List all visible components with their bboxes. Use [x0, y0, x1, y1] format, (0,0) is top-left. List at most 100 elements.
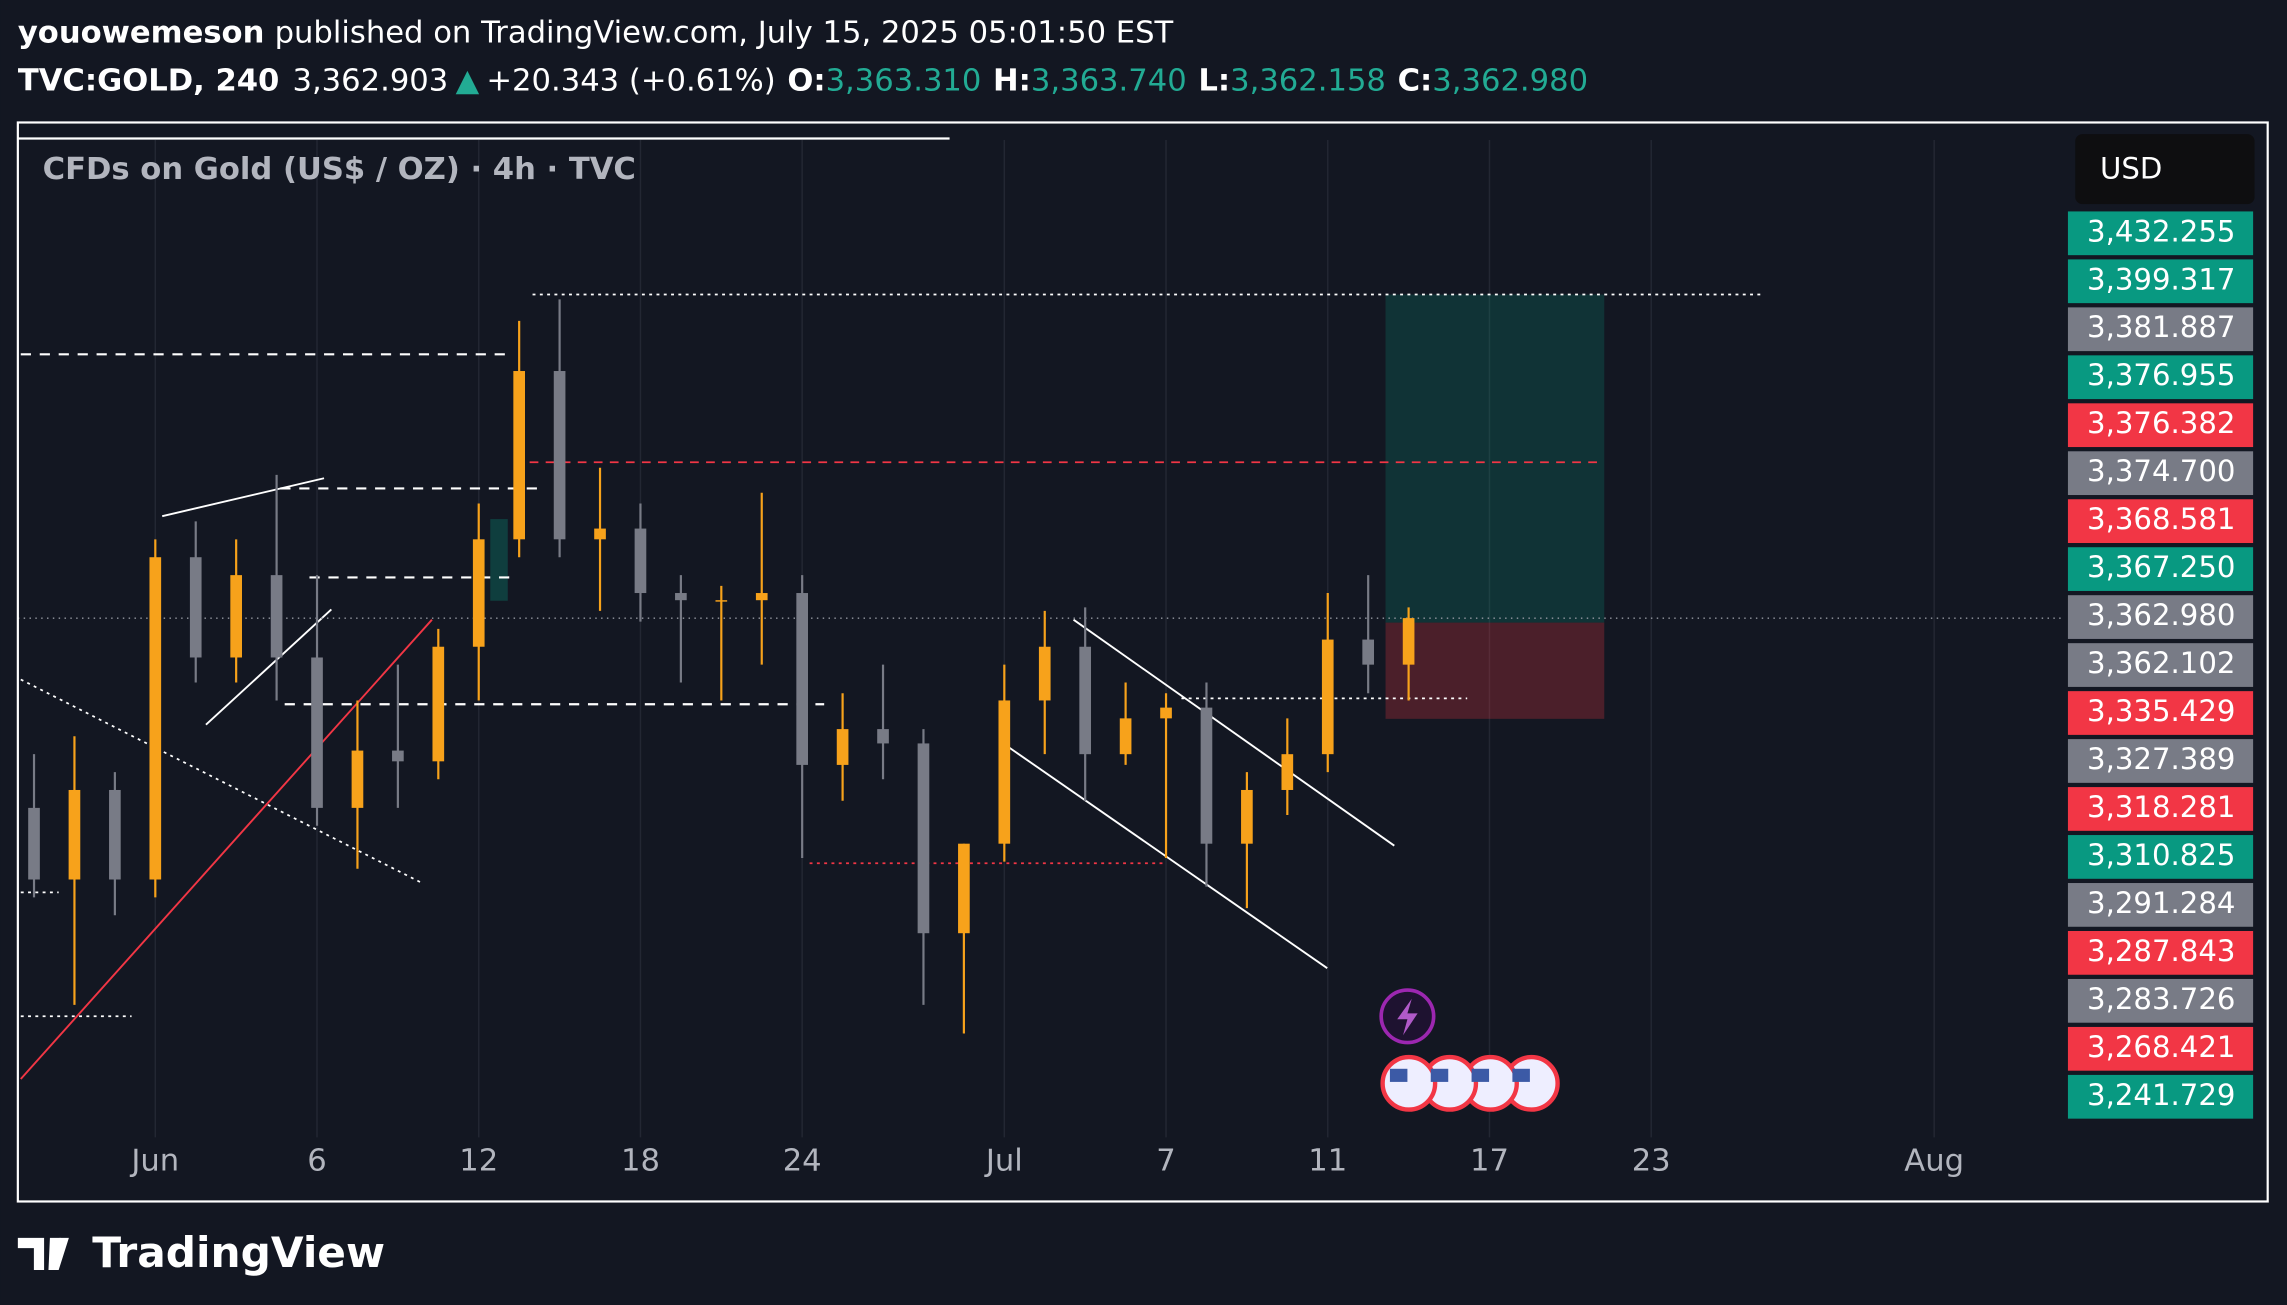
- dotted-trend: [20, 678, 424, 885]
- x-tick-label: Jun: [129, 1144, 179, 1179]
- publish-line: youowemeson published on TradingView.com,…: [18, 15, 1174, 50]
- price-label-box: [2067, 643, 2254, 687]
- logo-dot: [54, 1237, 66, 1250]
- open-value: 3,363.310: [826, 63, 982, 98]
- price-label-box: [2067, 211, 2254, 256]
- price-label-box: [2067, 547, 2254, 591]
- event-icons: [1379, 988, 1560, 1112]
- price-label: 3,283.726: [2087, 982, 2235, 1016]
- candle-body: [877, 729, 889, 744]
- candle-body: [189, 557, 202, 658]
- price-label: 3,310.825: [2087, 838, 2235, 872]
- wedge-bottom: [205, 608, 332, 726]
- price-label-box: [2067, 978, 2254, 1023]
- price-label: 3,367.250: [2087, 550, 2235, 584]
- author: youowemeson: [18, 15, 265, 50]
- price-label-box: [2067, 691, 2254, 735]
- x-tick-label: 6: [307, 1144, 326, 1179]
- candle-body: [1321, 639, 1334, 755]
- logo: TradingView: [17, 1228, 385, 1277]
- currency-box[interactable]: [2075, 134, 2255, 205]
- price-label: 3,327.389: [2087, 742, 2235, 776]
- candle-body: [1079, 646, 1092, 755]
- price-label: 3,381.887: [2087, 310, 2235, 344]
- high-label: H:: [993, 63, 1031, 98]
- x-tick-label: Jul: [984, 1144, 1023, 1179]
- flag-canton: [1430, 1068, 1449, 1082]
- x-axis: Jun 6 12 18 24 Jul 7 11 17 23 Aug: [129, 1144, 1964, 1179]
- price-label-box: [2067, 595, 2254, 639]
- candle-body: [432, 646, 445, 762]
- candle-body: [472, 539, 485, 647]
- price-label: 3,291.284: [2087, 886, 2235, 920]
- target-zone: [1385, 294, 1605, 623]
- price-label-box: [2067, 739, 2254, 783]
- currency[interactable]: USD: [2100, 152, 2162, 186]
- x-tick-label: 24: [783, 1144, 822, 1179]
- price-label: 3,432.255: [2087, 214, 2235, 248]
- wedge-top: [161, 477, 325, 518]
- price-label-box: [2067, 883, 2254, 927]
- change-arrow: ▲: [456, 63, 480, 98]
- candle-body: [998, 700, 1011, 844]
- price-labels: 3,432.255 3,399.317 3,381.887 3,376.955 3,37…: [2067, 211, 2254, 1119]
- price-label: 3,399.317: [2087, 262, 2235, 296]
- stop-zone: [1385, 622, 1605, 719]
- price-label: 3,362.102: [2087, 646, 2235, 680]
- candle-body: [68, 789, 81, 880]
- price-label-box: [2067, 1026, 2254, 1071]
- low-label: L:: [1198, 63, 1230, 98]
- chart-frame: [16, 121, 2269, 1203]
- chart-title: CFDs on Gold (US$ / OZ) · 4h · TVC: [43, 152, 636, 187]
- candle-body: [594, 528, 606, 540]
- price-label-box: [2067, 355, 2254, 400]
- candle-body: [553, 371, 566, 540]
- flag-canton: [1512, 1068, 1530, 1082]
- candle-body: [1038, 646, 1051, 701]
- candle-body: [836, 729, 849, 765]
- price-label-box: [2067, 307, 2254, 352]
- candle-body: [796, 593, 809, 765]
- candle-body: [28, 807, 40, 880]
- price-label-box: [2067, 787, 2254, 831]
- candle-body: [149, 557, 162, 880]
- x-tick-label: Aug: [1904, 1144, 1964, 1179]
- lightning-bolt: [1397, 998, 1418, 1036]
- candle-body: [715, 600, 728, 602]
- price-label-box: [2067, 930, 2254, 975]
- price-label: 3,374.700: [2087, 454, 2235, 488]
- candle-body: [351, 750, 364, 808]
- price-label: 3,241.729: [2087, 1078, 2235, 1112]
- candle-body: [1200, 707, 1213, 844]
- change: +20.343 (+0.61%): [486, 63, 775, 98]
- price-label: 3,376.955: [2087, 358, 2235, 392]
- high-value: 3,363.740: [1031, 63, 1187, 98]
- candles: [28, 299, 1415, 1034]
- candle-body: [230, 575, 242, 658]
- price-label: 3,318.281: [2087, 790, 2235, 824]
- candle-body: [634, 528, 647, 594]
- small-zone: [490, 519, 508, 601]
- candle-body: [270, 575, 283, 658]
- price-label: 3,362.980: [2087, 598, 2235, 632]
- trend-line: [20, 619, 433, 1080]
- x-tick-label: 11: [1308, 1144, 1347, 1179]
- x-tick-label: 23: [1632, 1144, 1671, 1179]
- brand: TradingView: [92, 1228, 385, 1277]
- price-label: 3,268.421: [2087, 1030, 2235, 1064]
- close-label: C:: [1398, 63, 1433, 98]
- x-tick-label: 17: [1470, 1144, 1509, 1179]
- last-price: 3,362.903: [292, 63, 448, 98]
- channel-top: [1072, 618, 1395, 847]
- price-label-box: [2067, 259, 2254, 304]
- price-label-box: [2067, 499, 2254, 543]
- candle-body: [1160, 707, 1172, 719]
- candle-body: [1362, 639, 1375, 665]
- candle-body: [1281, 754, 1294, 790]
- price-label: 3,287.843: [2087, 934, 2235, 968]
- price-label-box: [2067, 451, 2254, 496]
- published: published on TradingView.com, July 15, 2…: [275, 15, 1174, 50]
- candle-body: [513, 371, 526, 540]
